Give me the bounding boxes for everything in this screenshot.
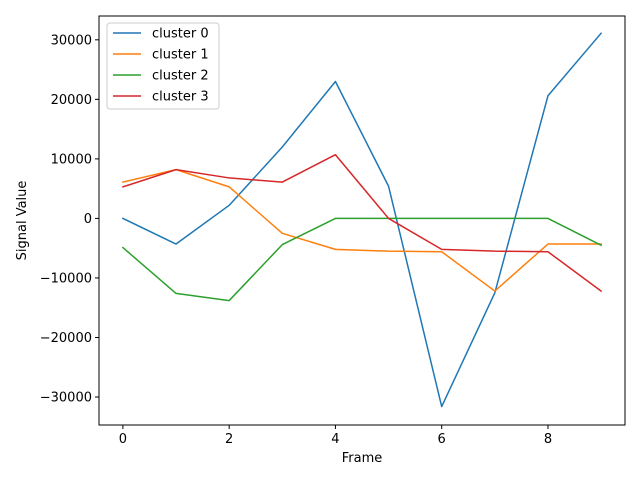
y-tick-label: −30000 [40, 391, 92, 406]
x-tick-label: 0 [119, 432, 127, 447]
series-line-3 [121, 153, 603, 293]
y-tick-label: 30000 [51, 33, 92, 48]
series-line-0 [121, 32, 603, 408]
x-tick-label: 8 [544, 432, 552, 447]
series-line-1 [122, 168, 602, 292]
x-tick-label: 6 [438, 432, 446, 447]
x-tick-label: 4 [331, 432, 339, 447]
legend-entries: cluster 0 cluster 1 cluster 2 cluster 3 [113, 27, 209, 105]
y-tick-label: −10000 [40, 271, 92, 286]
series-layer [121, 32, 603, 408]
legend: cluster 0 cluster 1 cluster 2 cluster 3 [106, 22, 220, 110]
series-line-2 [121, 217, 603, 302]
x-tick-label: 2 [225, 432, 233, 447]
y-tick-label: 10000 [51, 152, 92, 167]
legend-label-3: cluster 3 [152, 90, 209, 105]
y-tick-label: −20000 [40, 331, 92, 346]
legend-label-0: cluster 0 [152, 27, 209, 42]
y-tick-label: 0 [84, 212, 92, 227]
x-axis-ticks: 0 2 4 6 8 [119, 425, 552, 447]
y-axis-label: Signal Value [15, 181, 30, 261]
legend-box [106, 22, 220, 110]
x-axis-label: Frame [342, 451, 383, 466]
legend-label-1: cluster 1 [152, 48, 209, 63]
y-tick-label: 20000 [51, 93, 92, 108]
legend-label-2: cluster 2 [152, 69, 209, 84]
y-axis-ticks: −30000 −20000 −10000 0 10000 20000 30000 [40, 33, 99, 406]
plot-frame [98, 15, 626, 426]
